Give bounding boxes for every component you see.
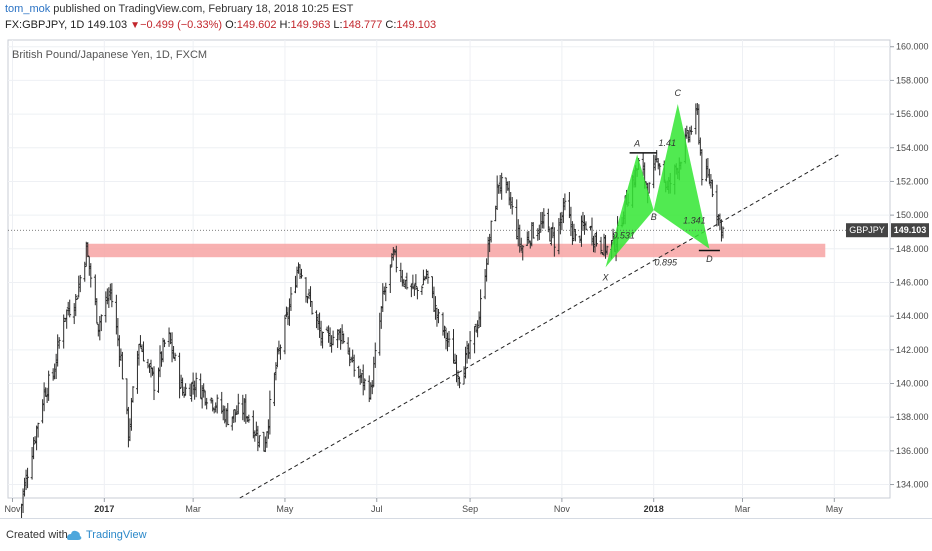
pattern-point-d: D [706,254,713,264]
pattern-ratio-label: 0.895 [654,258,678,268]
x-tick-label: Mar [185,504,201,514]
last-price-line: GBPJPY 149.103 [8,223,929,238]
chart-header: tom_mok published on TradingView.com, Fe… [0,0,932,36]
pattern-ratio-label: 1.41 [658,138,676,148]
x-tick-label: Mar [735,504,751,514]
pattern-point-x: X [602,272,610,282]
pattern-point-b: B [651,212,657,222]
x-tick-label: Jul [371,504,383,514]
price-bars [21,103,725,518]
y-tick-label: 146.000 [896,277,929,287]
trendline-line [239,154,840,499]
x-tick-label: May [276,504,294,514]
trendline [239,154,840,499]
grid [8,40,890,498]
pattern-triangle-bcd [653,103,710,249]
pattern-triangle-xab [605,154,654,268]
symbol-tag-bg [846,223,888,238]
plot-border [7,39,891,499]
close-value: 149.103 [396,19,437,31]
x-tick-label: May [826,504,844,514]
y-tick-label: 134.000 [896,480,929,490]
x-axis[interactable]: Nov 2017 Mar May Jul Sep Nov 2018 Mar May [5,498,844,514]
y-tick-label: 140.000 [896,379,929,389]
x-tick-label: Nov [5,504,22,514]
x-tick-label: 2017 [94,504,114,514]
x-tick-label: Nov [554,504,571,514]
y-tick-label: 136.000 [896,446,929,456]
harmonic-pattern: X A B C D 1.41 0.531 1.341 0.895 [602,88,720,282]
symbol-tag-label: GBPJPY [849,225,885,235]
y-tick-label: 160.000 [896,42,929,52]
author-link[interactable]: tom_mok [5,3,51,15]
down-arrow-icon: ▼ [130,20,141,31]
high-value: 149.963 [290,19,331,31]
pattern-point-a: A [633,139,640,149]
open-value: 149.602 [236,19,277,31]
y-tick-label: 148.000 [896,244,929,254]
y-tick-label: 138.000 [896,412,929,422]
y-tick-label: 154.000 [896,143,929,153]
ohlc-line: FX:GBPJPY, 1D 149.103 ▼−0.499 (−0.33%) O… [5,19,436,31]
close-label: C: [385,19,397,31]
footer: Created with TradingView [0,518,932,551]
chart-area[interactable]: X A B C D 1.41 0.531 1.341 0.895 GBPJPY 149.103 1… [0,36,932,518]
pattern-ratio-label: 1.341 [683,216,706,226]
y-tick-label: 142.000 [896,345,929,355]
low-label: L: [333,19,343,31]
tradingview-logo-icon [67,530,82,540]
x-tick-label: Sep [462,504,478,514]
y-tick-label: 144.000 [896,311,929,321]
y-tick-label: 150.000 [896,210,929,220]
support-zone-rect [86,243,826,258]
low-value: 148.777 [342,19,383,31]
symbol-label: FX:GBPJPY, 1D [5,19,85,31]
price-change: −0.499 (−0.33%) [140,19,223,31]
y-tick-label: 152.000 [896,176,929,186]
chart-background [0,36,932,518]
tradingview-brand[interactable]: TradingView [86,529,147,541]
created-with-label: Created with [6,529,68,541]
pattern-point-c: C [675,88,682,98]
price-tag-bg [891,223,929,238]
price-tag-value: 149.103 [894,225,927,235]
last-price: 149.103 [87,19,128,31]
support-zone [86,243,826,258]
high-label: H: [279,19,291,31]
y-axis[interactable]: 134.000 136.000 138.000 140.000 142.000 144.0… [890,42,929,490]
published-text: published on TradingView.com, February 1… [50,3,354,15]
pattern-ratio-label: 0.531 [612,231,635,241]
price-chart[interactable]: X A B C D 1.41 0.531 1.341 0.895 GBPJPY 149.103 1… [0,36,932,518]
y-tick-label: 156.000 [896,109,929,119]
y-tick-label: 158.000 [896,75,929,85]
publish-info: tom_mok published on TradingView.com, Fe… [5,3,353,15]
chart-title: British Pound/Japanese Yen, 1D, FXCM [12,49,207,61]
open-label: O: [225,19,237,31]
x-tick-label: 2018 [644,504,664,514]
